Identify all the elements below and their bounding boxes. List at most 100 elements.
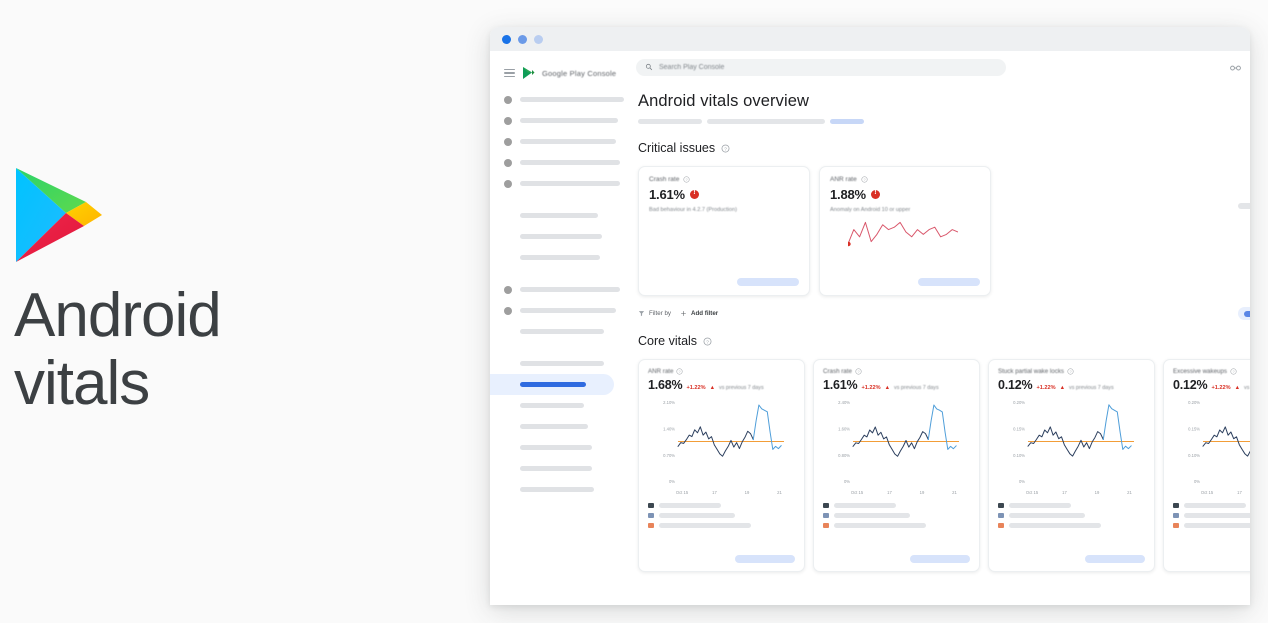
hamburger-icon[interactable] [504,68,515,78]
card-label: Stuck partial wake locks [998,368,1065,375]
date-range-dropdown[interactable] [1238,307,1250,320]
sidebar-item-17[interactable] [490,479,624,500]
sidebar-item-3[interactable] [490,152,624,173]
sidebar-item-2[interactable] [490,131,624,152]
chart-container: 2.40% 1.60% 0.80% 0% Oct 15 17 19 21 [823,398,970,498]
sidebar-item-1[interactable] [490,110,624,131]
card-label: ANR rate [830,176,857,183]
maximize-dot-icon[interactable] [534,34,543,44]
card-value-row: 1.61% [649,187,799,202]
sidebar-item-16[interactable] [490,458,624,479]
sidebar-item-label-skeleton [520,445,592,450]
sidebar-item-14[interactable] [490,416,624,437]
close-dot-icon[interactable] [502,34,511,44]
page-subtitle-skeleton [638,119,1250,124]
help-circle-icon[interactable]: ? [683,176,690,183]
card-label-row: Stuck partial wake locks? [998,368,1145,375]
section-action-skeleton[interactable] [1238,203,1250,209]
trend-up-icon: ▲ [884,385,891,391]
core-vitals-header: Core vitals ? [638,334,1250,348]
help-circle-icon[interactable]: ? [1067,368,1074,375]
svg-text:Oct 15: Oct 15 [851,490,864,495]
legend-label-skeleton [659,523,751,528]
add-filter-button[interactable]: Add filter [680,310,718,317]
minimize-dot-icon[interactable] [518,34,527,44]
card-subtitle: Bad behaviour in 4.2.7 (Production) [649,207,738,213]
filter-by-chip[interactable]: Filter by [638,310,671,317]
sidebar-item-label-skeleton [520,361,604,366]
help-circle-icon[interactable]: ? [1230,368,1237,375]
card-value-row: 0.12%+1.22%▲vs previous 7 days [998,378,1145,392]
sidebar-item-label-skeleton [520,160,620,165]
card-action-button[interactable] [1085,555,1145,563]
sidebar-item-label-skeleton [520,234,602,239]
svg-text:0.15%: 0.15% [1013,427,1025,432]
sidebar-item-8[interactable] [490,279,624,300]
sidebar-item-10[interactable] [490,321,624,342]
legend-label-skeleton [1009,513,1085,518]
card-delta: +1.22% [1211,385,1231,391]
help-circle-icon[interactable]: ? [676,368,684,375]
sidebar-item-label-skeleton [520,181,620,186]
glasses-icon[interactable] [1229,61,1242,74]
legend-label-skeleton [1184,513,1250,518]
legend-label-skeleton [1184,523,1250,528]
core-vital-card[interactable]: Stuck partial wake locks? 0.12% +1.22% ▲ vs … [988,359,1155,572]
chart-legend-row [998,513,1145,518]
chart-legend-row [1173,513,1250,518]
sidebar-item-12[interactable] [490,374,614,395]
main-panel: Search Play Console ? [624,51,1250,605]
top-bar: Search Play Console ? [624,51,1250,83]
critical-issues-title: Critical issues [638,141,716,155]
sidebar-item-5[interactable] [490,205,624,226]
sidebar-item-15[interactable] [490,437,624,458]
sidebar-item-9[interactable] [490,300,624,321]
filter-by-label: Filter by [649,310,672,317]
card-action-button[interactable] [735,555,795,563]
svg-text:21: 21 [1127,490,1132,495]
error-status-icon [870,189,880,199]
sidebar-item-label-skeleton [520,487,594,492]
brand-name: Google Play Console [542,68,617,78]
help-circle-icon[interactable]: ? [855,368,862,375]
core-vital-card[interactable]: ANR rate? 1.68% +1.22% ▲ vs previous 7 days 2… [638,359,805,572]
plus-icon [681,311,686,316]
sidebar-item-7[interactable] [490,247,624,268]
critical-issue-card[interactable]: Crash rate? 1.61% Bad behaviour in 4.2.7 (… [638,166,810,296]
sidebar-item-label-skeleton [520,213,598,218]
sidebar-item-0[interactable] [490,89,624,110]
legend-label-skeleton [659,513,735,518]
card-action-button[interactable] [918,278,980,286]
legend-label-skeleton [1009,503,1071,508]
sidebar-item-label-skeleton [520,287,620,292]
sidebar-divider [490,194,624,205]
card-comparison: vs previous 7 days [719,385,764,391]
trend-up-icon: ▲ [1234,385,1241,391]
card-value-row: 1.61% +1.22% ▲ vs previous 7 days [823,378,970,392]
critical-issues-header: Critical issues ? [638,141,1250,155]
help-circle-icon[interactable]: ? [703,337,712,346]
critical-issue-card[interactable]: ANR rate? 1.88% Anomaly on Android 10 or u… [819,166,991,296]
chart-legend-row [823,523,970,528]
chart-legend-row [648,523,795,528]
card-action-button[interactable] [737,278,799,286]
card-delta: +1.22% [686,385,706,391]
core-vital-card[interactable]: Crash rate? 1.61% +1.22% ▲ vs previous 7 day… [813,359,980,572]
legend-swatch [1173,523,1179,528]
help-circle-icon[interactable]: ? [861,176,868,183]
sidebar-item-13[interactable] [490,395,624,416]
card-comparison: vs previous 7 days [1069,385,1114,391]
sidebar-brand: Google Play Console [490,57,624,89]
sidebar-item-11[interactable] [490,353,624,374]
card-action-button[interactable] [910,555,970,563]
svg-text:?: ? [863,178,865,182]
sidebar-item-4[interactable] [490,173,624,194]
sidebar-item-6[interactable] [490,226,624,247]
core-vital-card[interactable]: Excessive wakeups? 0.12%+1.22%▲vs previou… [1163,359,1250,572]
card-label-row: Excessive wakeups? [1173,368,1250,375]
help-circle-icon[interactable]: ? [721,144,730,153]
search-input[interactable]: Search Play Console [636,58,1006,76]
hero-panel: Android vitals [0,0,490,623]
card-value: 0.12% [998,378,1033,392]
